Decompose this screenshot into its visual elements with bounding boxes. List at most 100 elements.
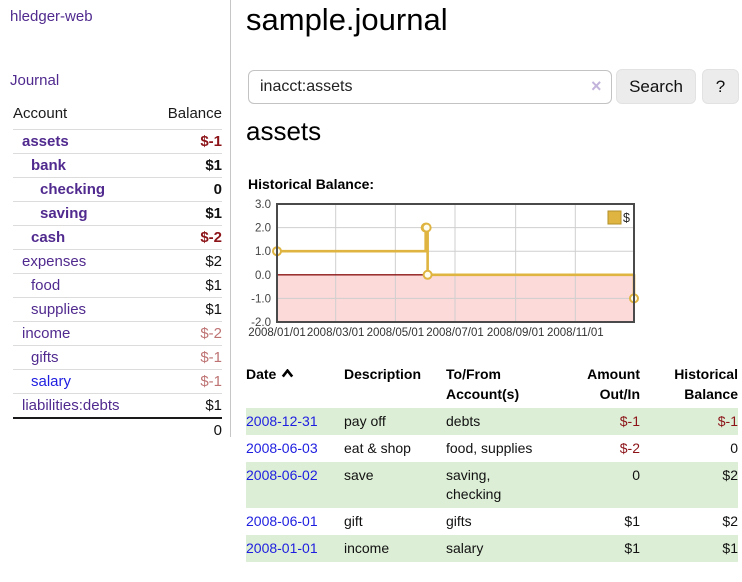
account-balance: $-2 <box>200 229 222 246</box>
svg-text:2008/01/01: 2008/01/01 <box>248 327 306 339</box>
data-point-marker <box>421 222 432 233</box>
svg-text:2008/07/01: 2008/07/01 <box>426 327 484 339</box>
transaction-accounts: food, supplies <box>446 440 533 456</box>
transaction-amount: $1 <box>624 513 640 529</box>
sidebar-item-journal[interactable]: Journal <box>10 72 60 89</box>
svg-text:3.0: 3.0 <box>255 199 271 211</box>
svg-text:0.0: 0.0 <box>255 270 271 282</box>
account-row: food $1 <box>13 273 222 298</box>
account-row: bank $1 <box>13 153 222 178</box>
account-row: liabilities:debts $1 <box>13 393 222 419</box>
transaction-description: pay off <box>344 413 386 429</box>
transaction-row: 2008-01-01 income salary $1 $1 <box>246 535 738 562</box>
help-button[interactable]: ? <box>702 69 739 104</box>
svg-text:2008/09/01: 2008/09/01 <box>487 327 545 339</box>
transaction-accounts: salary <box>446 540 484 556</box>
register-header-date-label: Date <box>246 366 277 382</box>
account-row: saving $1 <box>13 201 222 226</box>
account-row: cash $-2 <box>13 225 222 250</box>
transaction-date-link[interactable]: 2008-12-31 <box>246 413 318 429</box>
transaction-amount: 0 <box>632 467 640 483</box>
accounts-header-account: Account <box>13 105 68 122</box>
register-header-amount: Amount Out/In <box>587 366 640 402</box>
account-row: expenses $2 <box>13 249 222 274</box>
transaction-date-link[interactable]: 2008-06-01 <box>246 513 318 529</box>
account-row: income $-2 <box>13 321 222 346</box>
transaction-row: 2008-06-02 save saving, checking 0 $2 <box>246 462 738 508</box>
account-row: checking 0 <box>13 177 222 202</box>
account-link[interactable]: assets <box>22 133 69 150</box>
transaction-date-link[interactable]: 2008-01-01 <box>246 540 318 556</box>
transaction-amount: $-1 <box>619 413 640 429</box>
account-link[interactable]: cash <box>31 229 66 246</box>
account-heading: assets <box>246 116 322 146</box>
account-link[interactable]: income <box>22 325 71 342</box>
transaction-description: gift <box>344 513 363 529</box>
legend-label: $ <box>623 211 630 225</box>
transaction-description: save <box>344 467 374 483</box>
account-link[interactable]: saving <box>40 205 88 222</box>
transaction-accounts: saving, checking <box>446 467 502 502</box>
chart-title: Historical Balance: <box>248 176 375 192</box>
transaction-amount: $1 <box>624 540 640 556</box>
accounts-header-balance: Balance <box>167 105 222 122</box>
account-link[interactable]: salary <box>31 373 72 390</box>
transaction-accounts: debts <box>446 413 481 429</box>
clear-search-icon[interactable]: × <box>591 76 602 96</box>
account-link[interactable]: gifts <box>31 349 59 366</box>
svg-text:2.0: 2.0 <box>255 223 271 235</box>
transaction-description: income <box>344 540 390 556</box>
account-balance: $-1 <box>200 133 222 150</box>
accounts-total-spacer <box>13 418 152 442</box>
register-header-balance: Historical Balance <box>674 366 738 402</box>
account-row: assets $-1 <box>13 129 222 154</box>
search-input[interactable] <box>248 70 612 104</box>
transaction-balance: $2 <box>722 513 738 529</box>
account-link[interactable]: bank <box>31 157 67 174</box>
account-balance: $1 <box>205 301 222 318</box>
account-balance: $-2 <box>200 325 222 342</box>
svg-text:-2.0: -2.0 <box>251 317 271 329</box>
account-balance: $-1 <box>200 349 222 366</box>
account-balance: $1 <box>205 397 222 414</box>
search-button[interactable]: Search <box>616 69 696 104</box>
transaction-description: eat & shop <box>344 440 411 456</box>
transaction-balance: $1 <box>722 540 738 556</box>
transaction-row: 2008-06-03 eat & shop food, supplies $-2… <box>246 435 738 462</box>
transaction-balance: $-1 <box>717 413 738 429</box>
transaction-date-link[interactable]: 2008-06-02 <box>246 467 318 483</box>
svg-text:2008/03/01: 2008/03/01 <box>307 327 365 339</box>
register-header-description: Description <box>344 366 422 382</box>
accounts-total-row: 0 <box>13 418 222 442</box>
page-title: sample.journal <box>246 2 448 37</box>
data-point-marker <box>422 269 433 280</box>
transaction-date-link[interactable]: 2008-06-03 <box>246 440 318 456</box>
sort-ascending-icon <box>282 369 294 378</box>
sidebar: hledger-web Journal Account Balance asse… <box>0 0 231 439</box>
svg-text:1.0: 1.0 <box>255 246 271 258</box>
account-link[interactable]: supplies <box>31 301 87 318</box>
account-row: gifts $-1 <box>13 345 222 370</box>
legend-swatch <box>607 210 622 225</box>
transaction-row: 2008-12-31 pay off debts $-1 $-1 <box>246 408 738 435</box>
register-header-date[interactable]: Date <box>246 362 344 408</box>
account-row: salary $-1 <box>13 369 222 394</box>
account-row: supplies $1 <box>13 297 222 322</box>
account-link[interactable]: food <box>31 277 61 294</box>
accounts-total-balance: 0 <box>213 422 222 439</box>
account-balance: 0 <box>213 181 222 198</box>
account-balance: $1 <box>205 205 222 222</box>
transaction-accounts: gifts <box>446 513 472 529</box>
account-link[interactable]: checking <box>40 181 106 198</box>
app-title-link[interactable]: hledger-web <box>10 8 93 25</box>
register-table: Date Description To/From Account(s) Amou… <box>246 362 738 562</box>
transaction-balance: 0 <box>730 440 738 456</box>
register-header-row: Date Description To/From Account(s) Amou… <box>246 362 738 408</box>
account-link[interactable]: expenses <box>22 253 87 270</box>
account-link[interactable]: liabilities:debts <box>22 397 120 414</box>
account-balance: $1 <box>205 277 222 294</box>
register-header-accounts: To/From Account(s) <box>446 366 520 402</box>
svg-text:-1.0: -1.0 <box>251 293 271 305</box>
